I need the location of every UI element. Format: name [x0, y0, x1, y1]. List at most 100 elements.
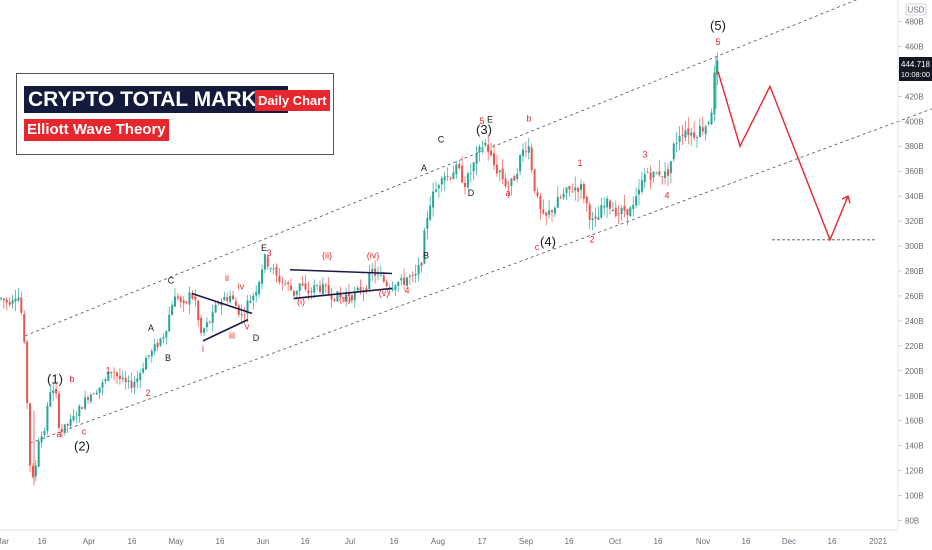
- candle-body: [400, 278, 403, 281]
- candle-body: [116, 372, 118, 377]
- candle-body: [316, 285, 319, 286]
- candle-body: [640, 180, 643, 192]
- currency-label: USD: [908, 6, 925, 15]
- wave-label: 5: [715, 37, 720, 47]
- countdown-label: 10:08:00: [901, 70, 930, 79]
- wave-label: iii: [229, 330, 235, 340]
- candle-body: [31, 466, 34, 477]
- candle-body: [171, 305, 174, 316]
- price-tick-label: 400B: [905, 117, 924, 126]
- candle-body: [408, 275, 411, 277]
- wave-label: E: [487, 115, 493, 125]
- candle-body: [510, 178, 513, 186]
- candle-body: [185, 301, 188, 303]
- candle-body: [246, 300, 249, 314]
- wave-label: 4: [664, 191, 669, 201]
- triangle-line: [289, 268, 393, 275]
- candle-body: [75, 416, 78, 418]
- candle-body: [339, 292, 342, 298]
- candle-body: [26, 341, 29, 403]
- candle-body: [37, 440, 40, 467]
- candle-body: [701, 127, 704, 132]
- candle-body: [698, 125, 701, 137]
- candle-body: [542, 209, 545, 214]
- candle-body: [501, 168, 504, 180]
- date-tick-label: May: [168, 537, 183, 546]
- candle-body: [379, 275, 382, 276]
- candle-body: [559, 197, 562, 199]
- candle-body: [455, 164, 458, 175]
- candle-body: [104, 379, 107, 382]
- price-tick-label: 480B: [905, 17, 924, 26]
- date-tick-label: 16: [742, 537, 751, 546]
- candle-body: [333, 298, 336, 301]
- candle-body: [240, 313, 243, 316]
- candle-body: [707, 122, 710, 124]
- candle-body: [464, 183, 466, 187]
- candle-body: [336, 291, 339, 302]
- candle-body: [687, 128, 690, 135]
- price-axis[interactable]: 80B 100B 120B 140B 160B 180B 200B 220B 240B 260B 2…: [897, 0, 932, 530]
- timeframe-badge: Daily Chart: [255, 90, 330, 111]
- candle-body: [620, 208, 623, 214]
- candle-body: [446, 176, 449, 177]
- candle-body: [258, 281, 261, 295]
- channel-line-upper: [24, 0, 858, 337]
- candle-body: [72, 415, 75, 421]
- candle-body: [611, 209, 614, 212]
- candle-body: [226, 297, 229, 301]
- date-tick-label: Apr: [83, 537, 96, 546]
- candle-body: [165, 331, 168, 338]
- wave-label: (i): [297, 297, 305, 307]
- wave-label: (ii): [322, 251, 332, 261]
- candle-body: [92, 393, 95, 395]
- candle-body: [98, 387, 101, 393]
- candle-body: [191, 293, 194, 299]
- triangle-patterns: [191, 268, 393, 342]
- candle-body: [617, 213, 620, 215]
- candle-body: [545, 212, 548, 216]
- price-tick-label: 140B: [905, 442, 924, 451]
- candle-body: [200, 317, 203, 333]
- candle-body: [684, 130, 687, 138]
- chart-title: CRYPTO TOTAL MARKET: [24, 86, 288, 113]
- wave-label: 5: [479, 116, 484, 126]
- candle-body: [655, 172, 658, 174]
- wave-label: D: [468, 188, 475, 198]
- wave-label: b: [69, 374, 74, 384]
- price-tick-label: 200B: [905, 367, 924, 376]
- date-tick-label: Mar: [0, 537, 9, 546]
- candle-body: [278, 275, 281, 283]
- wave-label: a: [56, 429, 61, 439]
- candle-body: [394, 285, 397, 291]
- candle-body: [17, 297, 20, 301]
- candle-body: [269, 268, 272, 269]
- candle-body: [139, 373, 142, 381]
- candle-body: [287, 282, 290, 284]
- candle-body: [118, 375, 121, 380]
- candle-body: [449, 177, 452, 179]
- wave-label: (2): [74, 439, 90, 454]
- wave-label: (4): [540, 234, 556, 249]
- candle-body: [664, 171, 667, 179]
- candle-body: [435, 189, 437, 192]
- wave-label: (5): [710, 18, 726, 33]
- wave-label: 1: [105, 365, 110, 375]
- candle-body: [594, 216, 597, 219]
- candle-body: [147, 355, 150, 357]
- currency-badge[interactable]: [905, 3, 927, 16]
- channel-line-lower: [29, 108, 932, 444]
- wave-label: E: [261, 243, 267, 253]
- candle-body: [327, 285, 330, 294]
- candle-body: [0, 298, 2, 300]
- candle-body: [646, 172, 649, 173]
- candle-body: [121, 377, 124, 380]
- candle-body: [675, 142, 678, 144]
- candle-body: [301, 283, 304, 286]
- candle-body: [420, 262, 423, 266]
- date-axis[interactable]: Mar 16 Apr 16 May 16 Jun 16 Jul 16 Aug 17 Sep 16 Oct 16…: [0, 529, 898, 546]
- candle-body: [614, 207, 617, 216]
- candle-body: [556, 197, 559, 208]
- candle-body: [14, 298, 17, 302]
- candle-body: [638, 189, 640, 195]
